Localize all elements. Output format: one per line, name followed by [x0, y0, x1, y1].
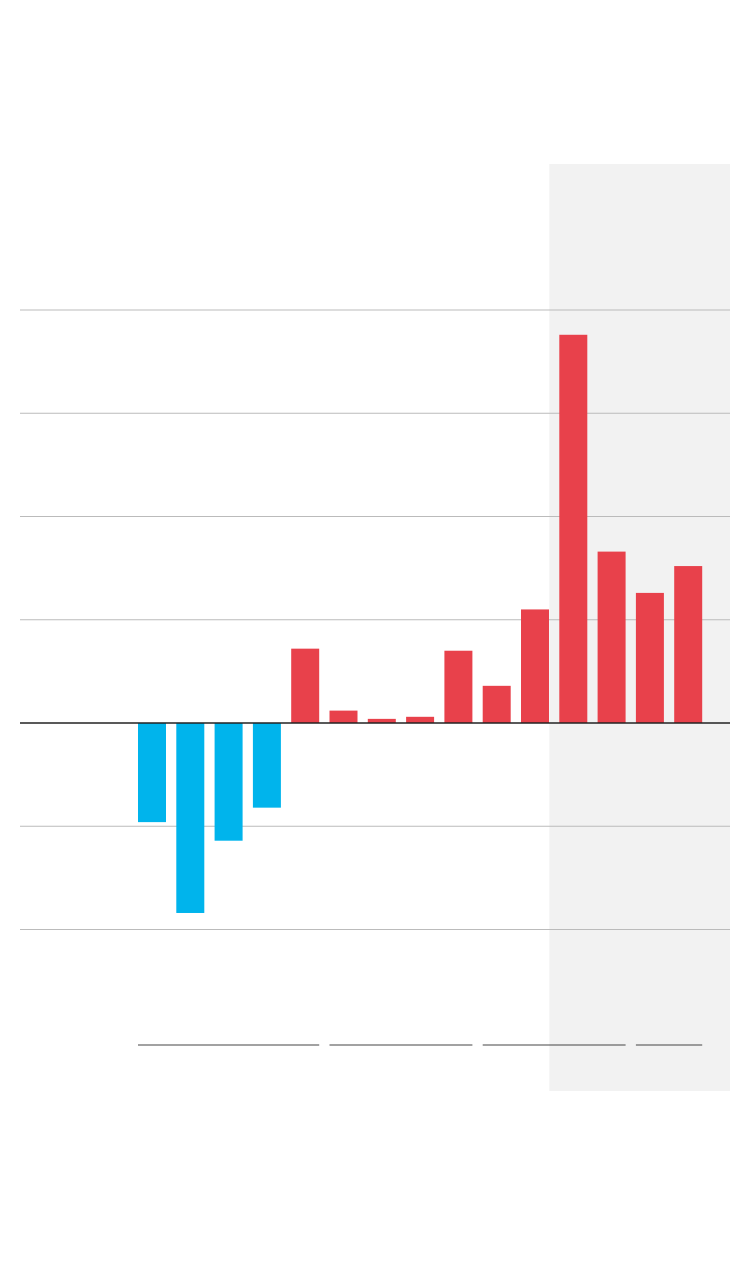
bar-11: [559, 334, 588, 723]
bar-14: [674, 566, 703, 723]
bar-5: [329, 710, 358, 723]
bar-13: [635, 592, 664, 723]
bar-7: [406, 716, 435, 723]
bar-3: [252, 723, 281, 808]
bar-0: [138, 723, 166, 823]
bar-1: [176, 723, 205, 913]
bar-8: [444, 650, 473, 723]
bar-2: [214, 723, 243, 841]
bar-4: [291, 648, 320, 723]
bar-10: [521, 609, 549, 723]
bar-12: [597, 551, 626, 723]
bar-6: [367, 718, 396, 723]
bar-9: [482, 685, 511, 723]
